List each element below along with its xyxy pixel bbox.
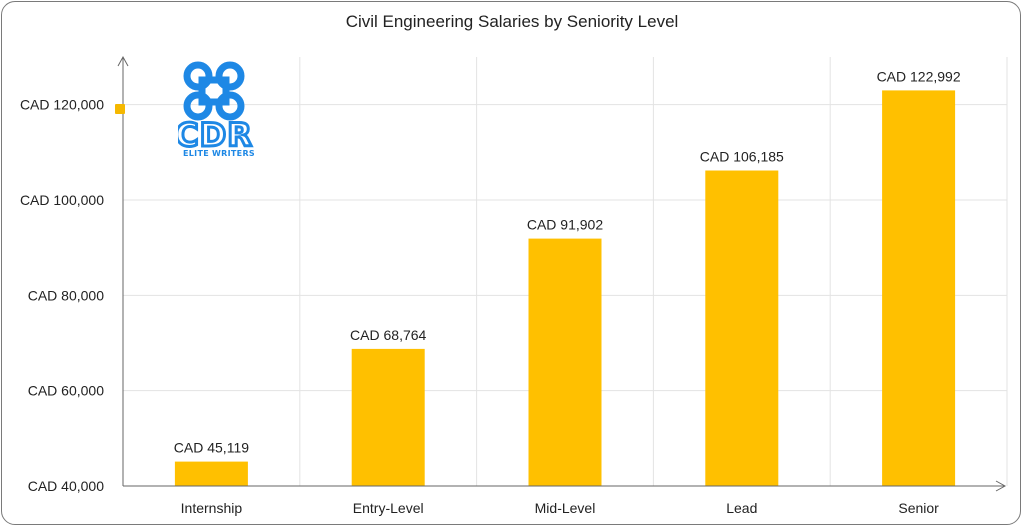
- tick-labels: CAD 40,000 CAD 60,000 CAD 80,000 CAD 100,00…: [20, 97, 939, 516]
- x-tick-label: Mid-Level: [535, 500, 596, 516]
- x-tick-label: Internship: [181, 500, 243, 516]
- y-tick-label: CAD 60,000: [28, 383, 104, 399]
- x-axis-arrow: [995, 480, 1007, 492]
- y-tick-label: CAD 100,000: [20, 192, 104, 208]
- x-tick-label: Senior: [898, 500, 939, 516]
- y-axis-arrow: [117, 55, 129, 67]
- axes: [117, 55, 1007, 492]
- y-tick-label: CAD 40,000: [28, 478, 104, 494]
- bars: [174, 90, 956, 487]
- logo-wordmark: CDR: [178, 116, 253, 154]
- bar-entry-level: [351, 348, 425, 486]
- bar-internship: [174, 461, 248, 486]
- logo-tagline: ELITE WRITERS: [183, 149, 255, 158]
- data-label: CAD 91,902: [527, 217, 603, 233]
- data-label: CAD 122,992: [877, 68, 961, 84]
- data-label: CAD 68,764: [350, 327, 426, 343]
- y-tick-label: CAD 120,000: [20, 97, 104, 113]
- data-label: CAD 45,119: [174, 440, 249, 456]
- logo-command-icon: CDR: [178, 61, 253, 156]
- bar-senior: [882, 90, 956, 487]
- bar-mid-level: [528, 238, 602, 486]
- bar-lead: [705, 170, 779, 486]
- y-axis-marker: [115, 104, 125, 114]
- x-tick-label: Lead: [726, 500, 757, 516]
- data-labels: CAD 45,119 CAD 68,764 CAD 91,902 CAD 106,18…: [174, 68, 961, 455]
- x-tick-label: Entry-Level: [353, 500, 424, 516]
- chart-title: Civil Engineering Salaries by Seniority …: [345, 12, 679, 31]
- data-label: CAD 106,185: [700, 149, 784, 165]
- y-tick-label: CAD 80,000: [28, 287, 104, 303]
- gridlines: [123, 57, 1008, 486]
